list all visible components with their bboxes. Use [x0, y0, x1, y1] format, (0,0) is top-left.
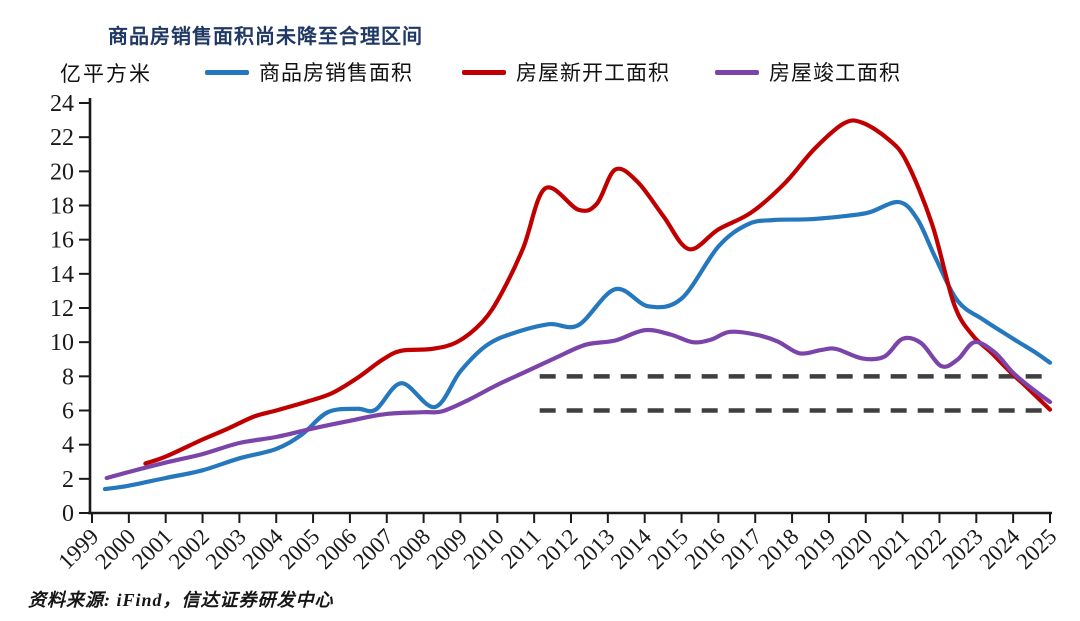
legend-line-swatch-purple [715, 69, 759, 75]
svg-text:2000: 2000 [90, 524, 140, 574]
svg-text:2018: 2018 [753, 524, 803, 574]
svg-text:0: 0 [62, 501, 74, 527]
svg-text:2001: 2001 [127, 524, 177, 574]
legend-label: 商品房销售面积 [259, 61, 413, 85]
svg-text:2004: 2004 [238, 524, 289, 575]
svg-text:2003: 2003 [201, 524, 251, 574]
svg-text:22: 22 [50, 125, 74, 151]
svg-text:16: 16 [50, 228, 74, 254]
legend-line-swatch-blue [205, 69, 249, 75]
svg-text:2: 2 [62, 467, 74, 493]
chart-title: 商品房销售面积尚未降至合理区间 [108, 26, 423, 48]
svg-text:2020: 2020 [827, 524, 877, 574]
svg-text:2006: 2006 [311, 524, 361, 574]
y-axis-unit-label: 亿平方米 [60, 62, 152, 86]
svg-text:2015: 2015 [643, 524, 693, 574]
svg-text:2023: 2023 [938, 524, 988, 574]
svg-text:6: 6 [62, 399, 74, 425]
legend-label: 房屋新开工面积 [516, 61, 670, 85]
svg-text:4: 4 [62, 433, 74, 459]
svg-text:2010: 2010 [459, 524, 509, 574]
legend-item-new-starts-area: 房屋新开工面积 [462, 58, 670, 86]
svg-text:2007: 2007 [348, 524, 398, 574]
svg-text:2024: 2024 [974, 524, 1025, 575]
svg-text:2019: 2019 [790, 524, 840, 574]
svg-text:2017: 2017 [717, 524, 767, 574]
svg-text:2013: 2013 [569, 524, 619, 574]
legend-label: 房屋竣工面积 [769, 61, 901, 85]
svg-text:10: 10 [50, 330, 74, 356]
legend-line-swatch-red [462, 69, 506, 75]
svg-text:2022: 2022 [901, 524, 951, 574]
svg-text:2012: 2012 [532, 524, 582, 574]
svg-text:18: 18 [50, 194, 74, 220]
svg-text:24: 24 [50, 91, 74, 117]
svg-text:2021: 2021 [864, 524, 914, 574]
svg-text:2005: 2005 [274, 524, 324, 574]
svg-text:2011: 2011 [496, 524, 546, 574]
svg-text:8: 8 [62, 364, 74, 390]
svg-text:2025: 2025 [1011, 524, 1061, 574]
svg-text:20: 20 [50, 159, 74, 185]
svg-text:2002: 2002 [164, 524, 214, 574]
svg-text:12: 12 [50, 296, 74, 322]
svg-text:1999: 1999 [53, 524, 103, 574]
source-note: 资料来源: iFind，信达证券研发中心 [28, 590, 334, 610]
svg-text:2009: 2009 [422, 524, 472, 574]
svg-text:14: 14 [50, 262, 74, 288]
svg-text:2008: 2008 [385, 524, 435, 574]
legend-item-sales-area: 商品房销售面积 [205, 58, 413, 86]
svg-text:2014: 2014 [606, 524, 657, 575]
svg-text:2016: 2016 [680, 524, 730, 574]
legend-item-completed-area: 房屋竣工面积 [715, 58, 901, 86]
